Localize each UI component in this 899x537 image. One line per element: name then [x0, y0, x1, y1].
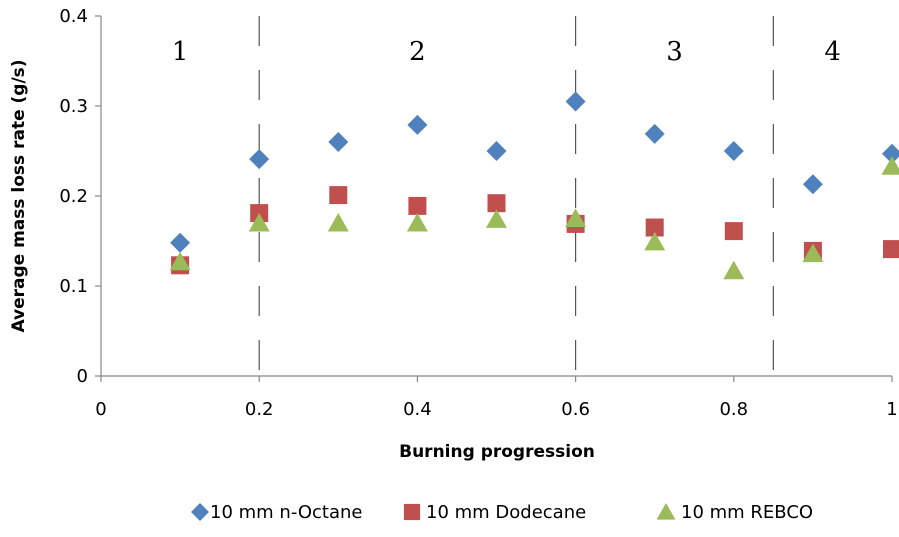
series-diamond	[170, 91, 899, 253]
legend: 10 mm n-Octane 10 mm Dodecane 10 mm REBCO	[191, 502, 813, 523]
diamond-point	[723, 141, 744, 161]
region-labels: 1 2 3 4	[172, 37, 841, 67]
triangle-point	[248, 213, 270, 232]
y-tick-label: 0.1	[59, 276, 88, 297]
diamond-point	[328, 132, 349, 152]
y-tick-label: 0.4	[59, 6, 88, 27]
diamond-point	[644, 123, 665, 144]
triangle-point	[881, 156, 899, 175]
diamond-point	[565, 91, 586, 112]
x-tick-label: 0.2	[245, 399, 274, 420]
legend-marker-diamond	[191, 503, 209, 521]
diamond-point	[802, 174, 823, 195]
data-points	[169, 91, 899, 280]
triangle-point	[327, 213, 349, 232]
x-axis-title: Burning progression	[399, 442, 595, 462]
diamond-point	[486, 141, 507, 161]
x-tick-label: 0	[95, 399, 106, 420]
region-label: 2	[409, 37, 426, 67]
region-label: 3	[666, 37, 683, 67]
x-tick-label: 0.4	[403, 399, 432, 420]
diamond-point	[407, 114, 428, 135]
legend-marker-square	[403, 503, 421, 521]
diamond-point	[882, 143, 899, 164]
square-point	[487, 194, 506, 213]
square-point	[329, 186, 348, 205]
y-tick-labels: 0 0.1 0.2 0.3 0.4	[59, 6, 88, 387]
series-triangle	[169, 156, 899, 280]
diamond-point	[170, 232, 191, 253]
x-tick-label: 1	[886, 399, 897, 420]
legend-marker-triangle	[656, 503, 676, 520]
triangle-point	[723, 260, 745, 280]
square-point	[645, 218, 664, 237]
region-label: 1	[172, 37, 189, 67]
triangle-point	[802, 243, 824, 263]
series-square	[171, 186, 899, 275]
legend-label: 10 mm n-Octane	[210, 502, 362, 523]
x-tick-label: 0.6	[561, 399, 590, 420]
triangle-point	[406, 213, 428, 232]
y-tick-label: 0.3	[59, 96, 88, 117]
y-tick-label: 0	[77, 366, 88, 387]
region-label: 4	[824, 37, 841, 67]
triangle-point	[169, 251, 191, 271]
x-tick-label: 0.8	[719, 399, 748, 420]
square-point	[883, 240, 899, 259]
triangle-point	[565, 208, 587, 227]
diamond-point	[249, 149, 270, 170]
triangle-point	[644, 231, 666, 251]
y-tick-label: 0.2	[59, 186, 88, 207]
legend-label: 10 mm Dodecane	[426, 502, 586, 523]
x-tick-labels: 0 0.2 0.4 0.6 0.8 1	[95, 399, 897, 420]
y-axis-title: Average mass loss rate (g/s)	[9, 59, 29, 332]
triangle-point	[486, 209, 507, 228]
region-boundaries	[258, 16, 774, 376]
axes	[95, 15, 893, 382]
legend-label: 10 mm REBCO	[681, 502, 813, 523]
square-point	[724, 222, 743, 241]
square-point	[408, 196, 427, 215]
